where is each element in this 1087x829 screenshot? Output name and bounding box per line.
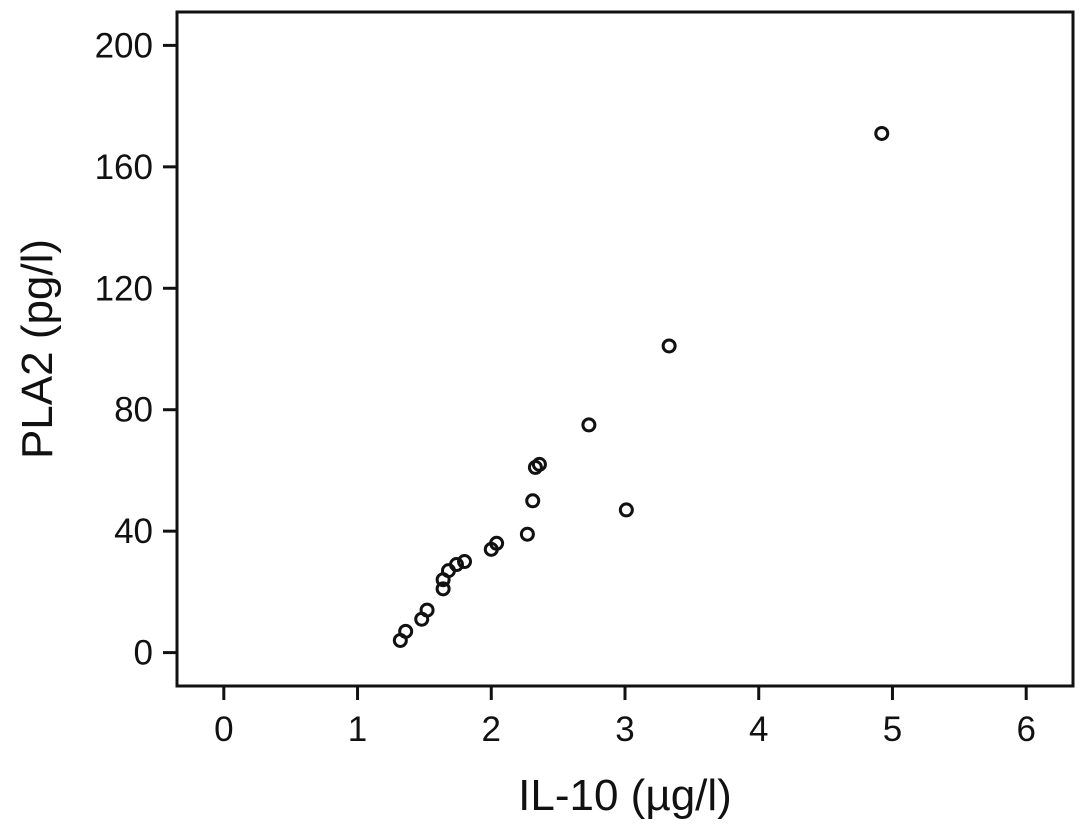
x-axis-title: IL-10 (µg/l) [518, 771, 732, 820]
y-tick-label: 160 [95, 148, 153, 187]
x-tick-label: 6 [1016, 710, 1035, 749]
y-tick-label: 40 [114, 512, 153, 551]
y-tick-label: 0 [134, 634, 153, 673]
y-axis-ticks: 0 40 80 120 160 200 [95, 26, 177, 673]
y-tick-label: 80 [114, 391, 153, 430]
data-point [531, 456, 547, 472]
data-point [435, 581, 451, 597]
data-point [448, 557, 464, 573]
x-tick-label: 4 [749, 710, 768, 749]
data-point [419, 602, 435, 618]
plot-frame [175, 10, 1075, 688]
y-axis-title: PLA2 (pg/l) [13, 239, 62, 459]
y-tick-label: 200 [95, 26, 153, 65]
data-point [874, 125, 890, 141]
x-axis-ticks: 0 1 2 3 4 5 6 [214, 686, 1036, 749]
x-tick-label: 2 [482, 710, 501, 749]
x-tick-label: 1 [348, 710, 367, 749]
data-point [519, 526, 535, 542]
data-point [489, 535, 505, 551]
data-point [661, 338, 677, 354]
data-point [525, 493, 541, 509]
x-tick-label: 3 [615, 710, 634, 749]
data-point [618, 502, 634, 518]
y-tick-label: 120 [95, 269, 153, 308]
data-points [392, 125, 890, 648]
x-tick-label: 5 [883, 710, 902, 749]
data-point [457, 554, 473, 570]
x-tick-label: 0 [214, 710, 233, 749]
data-point [398, 623, 414, 639]
data-point [581, 417, 597, 433]
